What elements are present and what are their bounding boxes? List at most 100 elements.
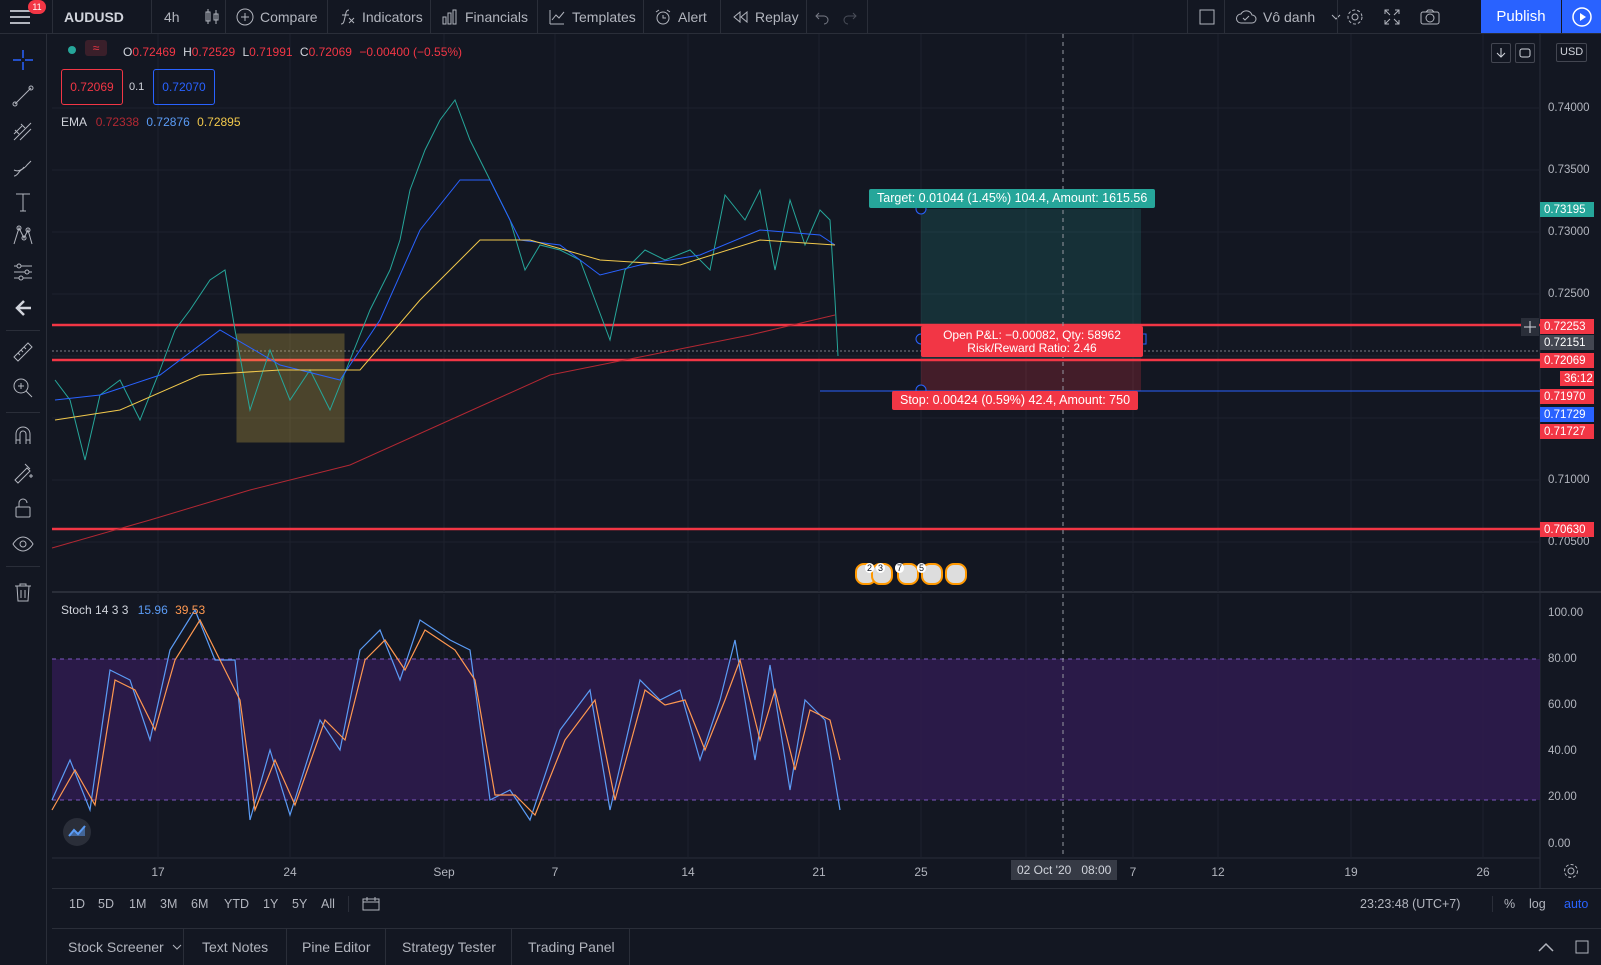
chart-style-button[interactable] bbox=[203, 0, 221, 33]
chart-settings-button[interactable] bbox=[1562, 862, 1580, 883]
interval-button[interactable]: 4h bbox=[164, 8, 180, 25]
play-circle-icon bbox=[1571, 6, 1592, 27]
tab-label: Stock Screener bbox=[68, 939, 164, 955]
percent-scale-toggle[interactable]: % bbox=[1504, 897, 1516, 911]
time-label: 7 bbox=[551, 865, 559, 879]
select-layout-button[interactable] bbox=[1198, 0, 1216, 33]
line-price-tag: 0.70630 bbox=[1540, 522, 1594, 537]
log-scale-toggle[interactable]: log bbox=[1529, 897, 1546, 911]
compare-button[interactable]: Compare bbox=[236, 0, 318, 33]
snapshot-button[interactable] bbox=[1419, 0, 1441, 33]
event-count: 5 bbox=[917, 563, 927, 573]
open-pnl-label[interactable]: Open P&L: −0.00082, Qty: 58962 Risk/Rewa… bbox=[921, 326, 1143, 357]
range-1d[interactable]: 1D bbox=[69, 897, 85, 911]
time-label: Sep bbox=[433, 865, 455, 879]
target-label[interactable]: Target: 0.01044 (1.45%) 104.4, Amount: 1… bbox=[869, 189, 1156, 208]
indicators-button[interactable]: Indicators bbox=[338, 0, 423, 33]
event-count: 3 bbox=[876, 563, 886, 573]
publish-button[interactable]: Publish bbox=[1481, 0, 1561, 33]
sync-button[interactable] bbox=[1515, 43, 1535, 63]
sell-button[interactable]: 0.72069 bbox=[61, 69, 123, 105]
financials-label: Financials bbox=[465, 8, 529, 25]
layout-name-button[interactable]: Vô danh bbox=[1235, 0, 1341, 33]
financials-button[interactable]: Financials bbox=[441, 0, 528, 33]
buy-button[interactable]: 0.72070 bbox=[153, 69, 215, 105]
event-count: 2 bbox=[865, 563, 875, 573]
live-stream-button[interactable] bbox=[1562, 0, 1601, 33]
square-icon bbox=[1199, 9, 1215, 24]
stoch-level: 100.00 bbox=[1548, 607, 1584, 619]
fullscreen-button[interactable] bbox=[1383, 0, 1401, 33]
price-label: 0.72500 bbox=[1548, 288, 1590, 300]
maximize-panel-button[interactable] bbox=[1574, 929, 1590, 965]
date-range-button[interactable] bbox=[362, 889, 380, 919]
tradingview-logo[interactable] bbox=[63, 818, 91, 846]
trend-line-icon[interactable] bbox=[11, 84, 35, 108]
price-label: 0.74000 bbox=[1548, 102, 1590, 114]
trash-icon[interactable] bbox=[11, 580, 35, 604]
collapse-panel-button[interactable] bbox=[1537, 929, 1555, 965]
range-3m[interactable]: 3M bbox=[160, 897, 178, 911]
redo-button[interactable] bbox=[842, 0, 858, 33]
bottom-panel-tabs: Stock Screener Text Notes Pine Editor St… bbox=[52, 928, 1601, 965]
notification-badge: 11 bbox=[28, 0, 46, 14]
range-5d[interactable]: 5D bbox=[98, 897, 114, 911]
eye-icon[interactable] bbox=[11, 532, 35, 556]
pattern-icon[interactable] bbox=[11, 224, 35, 248]
stoch-d-line bbox=[51, 618, 841, 817]
text-icon[interactable] bbox=[11, 190, 35, 214]
tab-text-notes[interactable]: Text Notes bbox=[202, 939, 269, 955]
lock-drawing-icon[interactable] bbox=[11, 460, 35, 484]
camera-icon bbox=[1420, 9, 1440, 24]
range-ytd[interactable]: YTD bbox=[224, 897, 249, 911]
tab-strategy-tester[interactable]: Strategy Tester bbox=[402, 939, 496, 955]
settings-button[interactable] bbox=[1345, 0, 1365, 33]
arrow-left-icon[interactable] bbox=[11, 296, 35, 320]
templates-icon bbox=[549, 9, 565, 24]
price-chart[interactable] bbox=[0, 0, 1601, 888]
crosshair-icon[interactable] bbox=[11, 48, 35, 72]
add-button[interactable] bbox=[1521, 318, 1539, 336]
clock[interactable]: 23:23:48 (UTC+7) bbox=[1360, 897, 1461, 911]
auto-scale-toggle[interactable]: auto bbox=[1564, 897, 1589, 911]
time-label: 21 bbox=[812, 865, 826, 879]
range-1y[interactable]: 1Y bbox=[263, 897, 279, 911]
risk-reward-text: Risk/Reward Ratio: 2.46 bbox=[967, 341, 1097, 355]
tab-trading-panel[interactable]: Trading Panel bbox=[528, 939, 615, 955]
stop-label[interactable]: Stop: 0.00424 (0.59%) 42.4, Amount: 750 bbox=[892, 391, 1139, 410]
range-6m[interactable]: 6M bbox=[191, 897, 209, 911]
replay-label: Replay bbox=[755, 8, 799, 25]
time-label: 7 bbox=[1129, 865, 1137, 879]
ruler-icon[interactable] bbox=[11, 340, 35, 364]
ema-legend: EMA 0.72338 0.72876 0.72895 bbox=[61, 115, 241, 129]
alert-label: Alert bbox=[678, 8, 707, 25]
symbol-search[interactable]: AUDUSD bbox=[64, 8, 124, 25]
range-5y[interactable]: 5Y bbox=[292, 897, 308, 911]
templates-button[interactable]: Templates bbox=[548, 0, 636, 33]
undo-button[interactable] bbox=[814, 0, 830, 33]
brush-icon[interactable] bbox=[11, 156, 35, 180]
compare-label: Compare bbox=[260, 8, 318, 25]
magnet-icon[interactable] bbox=[11, 424, 35, 448]
prediction-icon[interactable] bbox=[11, 260, 35, 284]
zoom-icon[interactable] bbox=[11, 376, 35, 400]
tab-stock-screener[interactable]: Stock Screener bbox=[68, 929, 182, 965]
tab-pine-editor[interactable]: Pine Editor bbox=[302, 939, 371, 955]
currency-label[interactable]: USD bbox=[1556, 43, 1588, 62]
chevron-up-icon bbox=[1538, 942, 1554, 952]
replay-button[interactable]: Replay bbox=[731, 0, 799, 33]
menu-button[interactable] bbox=[10, 0, 32, 33]
alarm-clock-icon bbox=[655, 9, 671, 24]
redo-icon bbox=[843, 12, 857, 24]
alert-button[interactable]: Alert bbox=[654, 0, 707, 33]
candles-icon bbox=[205, 8, 219, 24]
fib-retracement-icon[interactable] bbox=[11, 120, 35, 144]
gear-icon bbox=[1347, 9, 1363, 24]
stoch-level: 0.00 bbox=[1548, 838, 1571, 850]
chevron-down-icon bbox=[172, 944, 182, 950]
logo-icon bbox=[68, 825, 86, 837]
scroll-to-end-button[interactable] bbox=[1491, 43, 1511, 63]
range-all[interactable]: All bbox=[321, 897, 335, 911]
unlock-icon[interactable] bbox=[11, 496, 35, 520]
range-1m[interactable]: 1M bbox=[129, 897, 147, 911]
